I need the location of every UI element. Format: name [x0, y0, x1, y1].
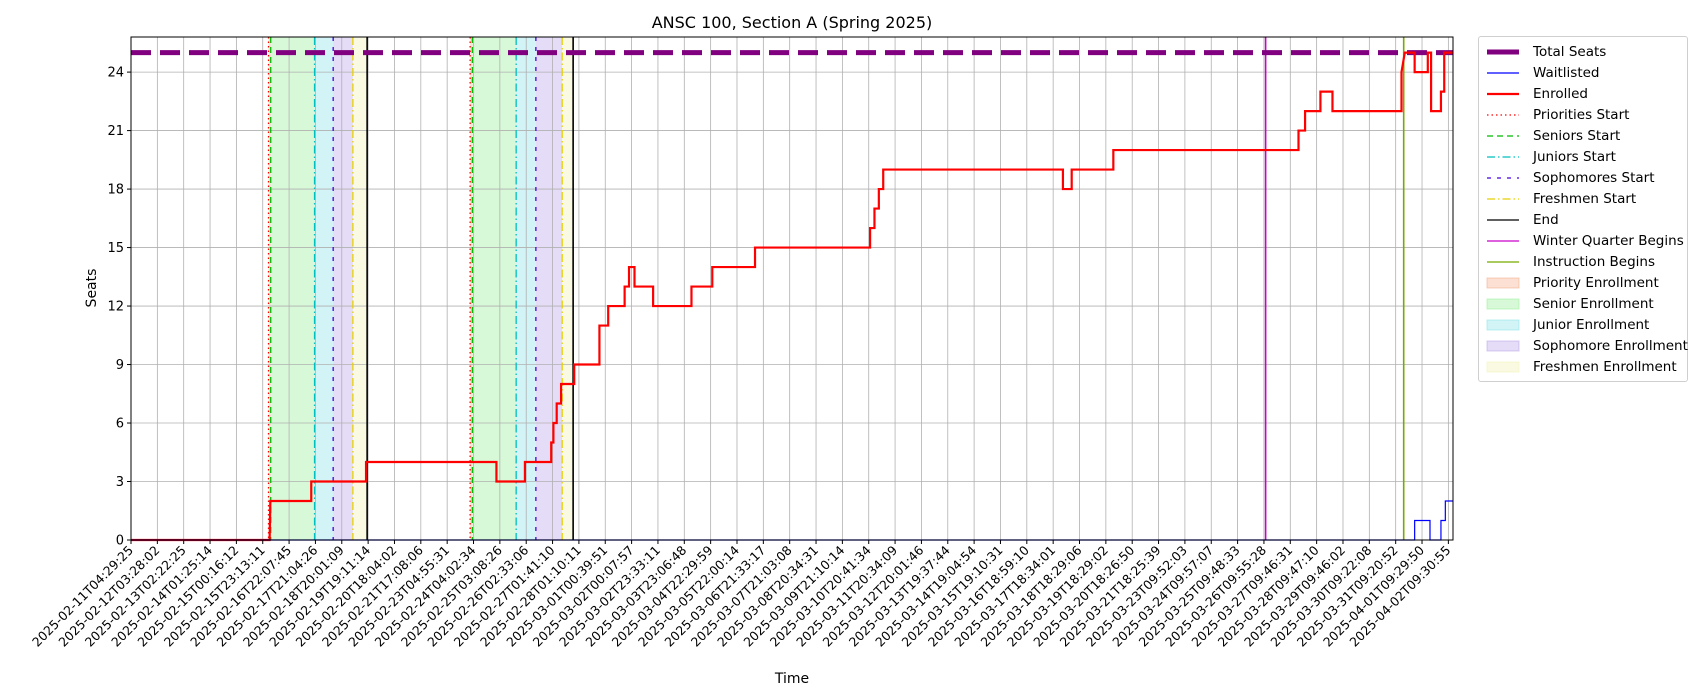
- legend-item-end: End: [1485, 209, 1681, 230]
- band-sophomore-enrollment: [535, 37, 563, 540]
- legend-item-waitlisted: Waitlisted: [1485, 62, 1681, 83]
- legend-label: Sophomore Enrollment: [1533, 337, 1688, 354]
- legend-patch: [1486, 361, 1520, 372]
- y-tick-label: 6: [116, 417, 124, 432]
- y-tick-label: 24: [107, 66, 124, 81]
- legend-label: Juniors Start: [1533, 148, 1616, 165]
- x-axis-label: Time: [774, 671, 809, 687]
- legend-label: Seniors Start: [1533, 127, 1621, 144]
- legend-swatch: [1487, 260, 1519, 263]
- plot-area-border: [130, 36, 1454, 541]
- band-freshmen-enrollment: [562, 37, 574, 540]
- x-axis: 2025-02-11T04:29:252025-02-12T03:28:0220…: [29, 540, 1453, 650]
- legend-label: Waitlisted: [1533, 64, 1600, 81]
- legend-label: End: [1533, 211, 1559, 228]
- legend-label: Senior Enrollment: [1533, 295, 1654, 312]
- legend-item-instruction-begins: Instruction Begins: [1485, 251, 1681, 272]
- legend-label: Freshmen Start: [1533, 190, 1637, 207]
- y-tick-label: 12: [107, 300, 124, 315]
- legend-item-junior-enrollment: Junior Enrollment: [1485, 314, 1681, 335]
- legend-item-total-seats: Total Seats: [1485, 41, 1681, 62]
- band-senior-enrollment: [270, 37, 315, 540]
- legend-swatch: [1487, 49, 1519, 54]
- legend-swatch: [1487, 218, 1519, 221]
- legend-swatch: [1486, 361, 1520, 372]
- legend-patch: [1486, 319, 1520, 330]
- legend-item-priority-enrollment: Priority Enrollment: [1485, 272, 1681, 293]
- legend-swatch: [1487, 71, 1519, 74]
- band-senior-enrollment: [472, 37, 517, 540]
- legend-swatch: [1487, 155, 1519, 158]
- legend-item-freshmen-enrollment: Freshmen Enrollment: [1485, 356, 1681, 377]
- y-tick-label: 3: [116, 475, 124, 490]
- legend-swatch: [1487, 134, 1519, 137]
- legend-swatch: [1486, 319, 1520, 330]
- legend-label: Priorities Start: [1533, 106, 1630, 123]
- legend-item-priorities-start: Priorities Start: [1485, 104, 1681, 125]
- legend-label: Total Seats: [1533, 43, 1607, 60]
- legend-label: Junior Enrollment: [1533, 316, 1650, 333]
- y-tick-label: 21: [107, 124, 124, 139]
- legend-patch: [1486, 298, 1520, 309]
- legend-item-juniors-start: Juniors Start: [1485, 146, 1681, 167]
- band-junior-enrollment: [314, 37, 334, 540]
- legend-swatch: [1487, 176, 1519, 179]
- band-freshmen-enrollment: [352, 37, 368, 540]
- y-axis: 0 3 6 9 12 15 18 21 24: [107, 66, 131, 549]
- legend-label: Freshmen Enrollment: [1533, 358, 1677, 375]
- legend-item-enrolled: Enrolled: [1485, 83, 1681, 104]
- chart-title: ANSC 100, Section A (Spring 2025): [652, 13, 933, 32]
- period-markers: [267, 37, 1405, 540]
- band-sophomore-enrollment: [333, 37, 353, 540]
- y-axis-label: Seats: [84, 269, 100, 308]
- legend-item-seniors-start: Seniors Start: [1485, 125, 1681, 146]
- band-priority-enrollment: [268, 37, 271, 540]
- enrollment-bands: [268, 37, 574, 540]
- y-tick-label: 15: [107, 241, 124, 256]
- legend-label: Instruction Begins: [1533, 253, 1656, 270]
- y-tick-label: 9: [116, 358, 124, 373]
- chart-legend: Total Seats Waitlisted Enrolled Priorities …: [1478, 36, 1688, 382]
- legend-item-senior-enrollment: Senior Enrollment: [1485, 293, 1681, 314]
- legend-label: Priority Enrollment: [1533, 274, 1659, 291]
- y-tick-label: 0: [116, 534, 124, 549]
- legend-item-freshmen-start: Freshmen Start: [1485, 188, 1681, 209]
- legend-label: Sophomores Start: [1533, 169, 1655, 186]
- legend-swatch: [1486, 340, 1520, 351]
- legend-swatch: [1487, 239, 1519, 242]
- legend-item-sophomore-enrollment: Sophomore Enrollment: [1485, 335, 1688, 356]
- band-priority-enrollment: [470, 37, 473, 540]
- series-enrolled: [131, 51, 1453, 542]
- legend-swatch: [1487, 92, 1519, 95]
- legend-patch: [1486, 277, 1520, 288]
- legend-item-sophomores-start: Sophomores Start: [1485, 167, 1681, 188]
- legend-swatch: [1487, 197, 1519, 200]
- y-tick-label: 18: [107, 183, 124, 198]
- legend-label: Enrolled: [1533, 85, 1588, 102]
- legend-label: Winter Quarter Begins: [1533, 232, 1684, 249]
- legend-swatch: [1486, 298, 1520, 309]
- legend-swatch: [1487, 113, 1519, 116]
- legend-patch: [1486, 340, 1520, 351]
- legend-swatch: [1486, 277, 1520, 288]
- legend-item-winter-quarter-begins: Winter Quarter Begins: [1485, 230, 1684, 251]
